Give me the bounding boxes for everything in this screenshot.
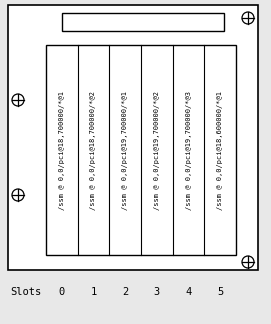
Text: 2: 2 [122,287,128,297]
Text: 3: 3 [154,287,160,297]
Text: 1: 1 [90,287,97,297]
Text: /ssm @ 0,0/pci@19,700000/*@3: /ssm @ 0,0/pci@19,700000/*@3 [186,90,192,210]
Text: 0: 0 [59,287,65,297]
Bar [62,13,224,31]
Text: /ssm @ 0,0/pci@18,700000/*@1: /ssm @ 0,0/pci@18,700000/*@1 [59,90,65,210]
Text: Slots: Slots [10,287,41,297]
Bar [8,5,258,270]
Text: /ssm @ 0,0/pci@18,700000/*@2: /ssm @ 0,0/pci@18,700000/*@2 [91,90,96,210]
Text: /ssm @ 0,0/pci@19,700000/*@2: /ssm @ 0,0/pci@19,700000/*@2 [154,90,160,210]
Text: /ssm @ 0,0/pci@19,700000/*@1: /ssm @ 0,0/pci@19,700000/*@1 [122,90,128,210]
Bar [46,45,236,255]
Text: 5: 5 [217,287,223,297]
Text: /ssm @ 0,0/pci@18,600000/*@1: /ssm @ 0,0/pci@18,600000/*@1 [217,90,223,210]
Text: 4: 4 [185,287,192,297]
